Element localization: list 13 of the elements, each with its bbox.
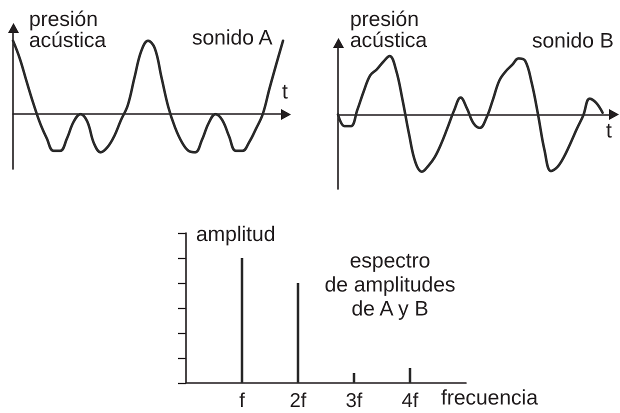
x-tick-label: f bbox=[239, 390, 246, 412]
text: espectro de amplitudes de A y B bbox=[324, 250, 456, 320]
x-tick-label: 2f bbox=[290, 390, 307, 412]
x-axis-title: t bbox=[282, 80, 288, 104]
x-tick-label: 4f bbox=[402, 390, 419, 412]
x-axis-title: t bbox=[606, 120, 612, 142]
x-axis-title: frecuencia bbox=[441, 386, 538, 410]
y-axis-title: presión acústica bbox=[350, 8, 428, 52]
chart-title: sonido B bbox=[532, 30, 614, 52]
y-axis-title: presión acústica bbox=[29, 8, 106, 52]
x-tick-label: 3f bbox=[346, 390, 363, 412]
y-axis-title: amplitud bbox=[196, 223, 276, 246]
chart-title: sonido A bbox=[192, 26, 273, 50]
